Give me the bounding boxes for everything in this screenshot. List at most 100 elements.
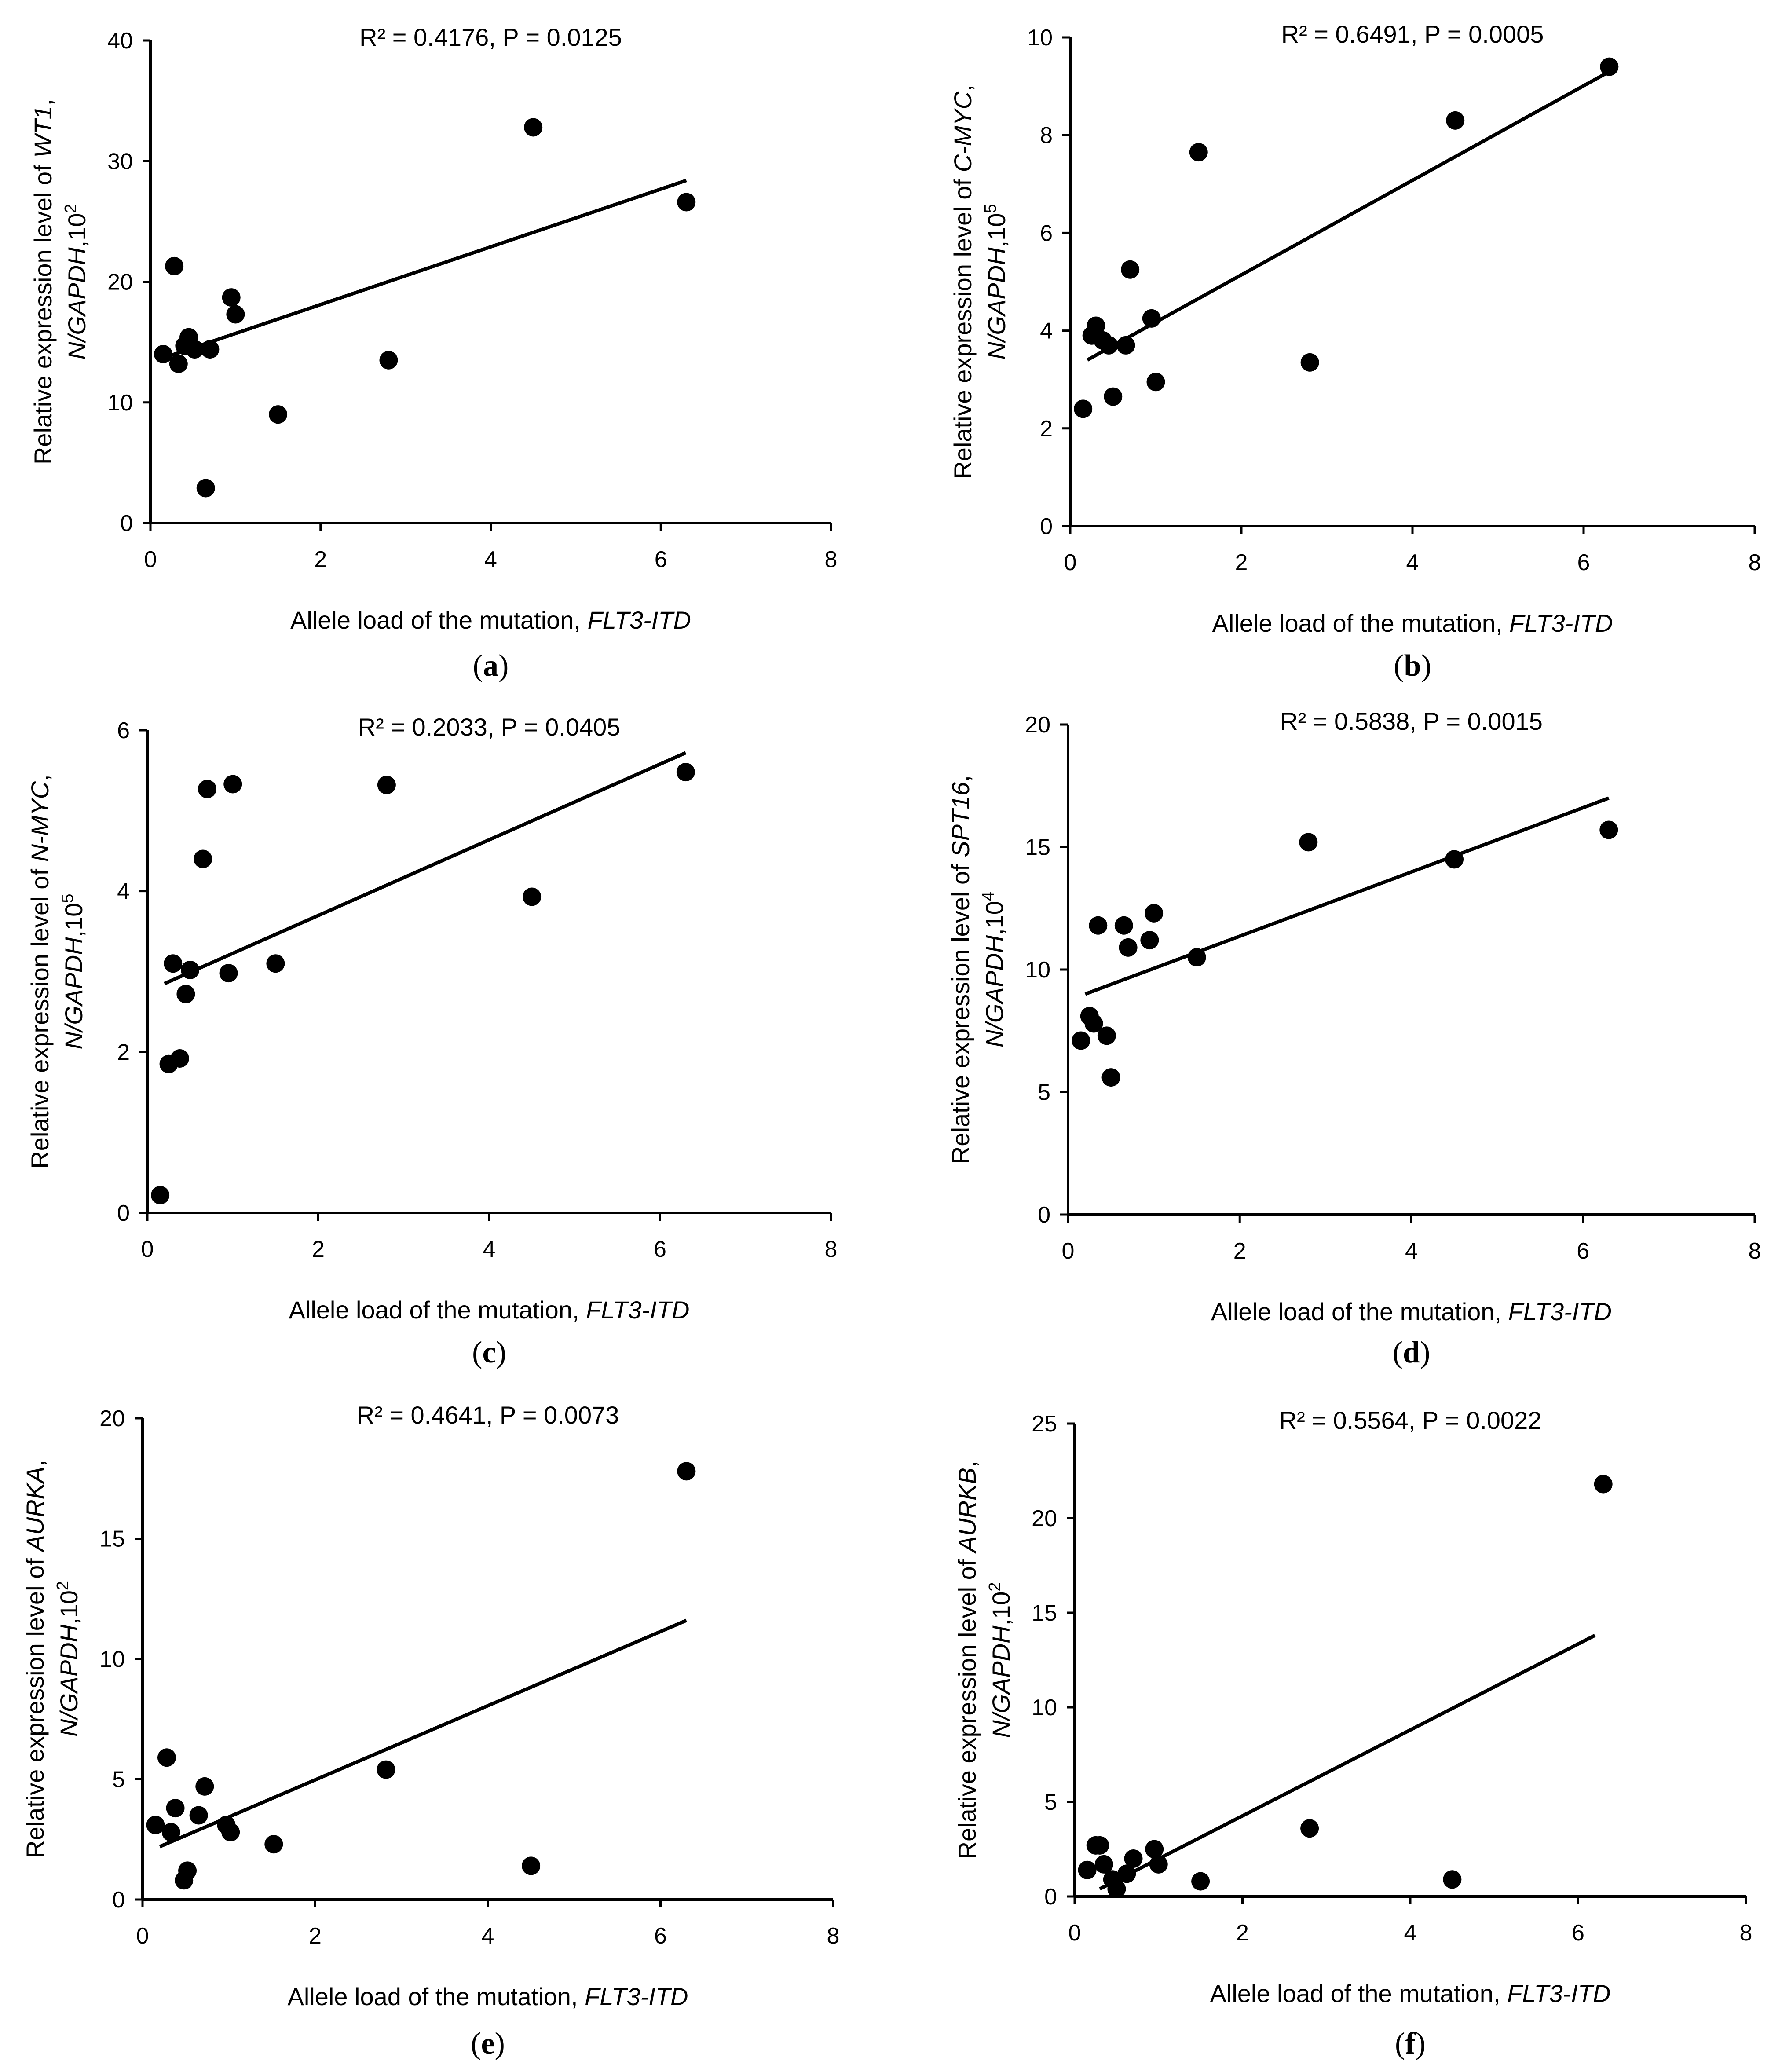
x-tick-label: 6 [1572,1920,1584,1946]
chart-panel-f: 0 2 4 6 8 0 5 10 15 20 25 R² = 0.5564, P = 0.0022 Al… [953,1406,1752,2061]
data-point [201,340,220,359]
y-tick-label: 10 [99,1647,125,1672]
data-point [1087,316,1105,335]
data-point [1099,336,1118,355]
x-tick-label: 2 [312,1237,325,1262]
y-tick-label: 20 [1032,1506,1057,1531]
y-tick-label: 20 [99,1406,125,1431]
data-point [1145,904,1164,923]
x-axis-title: Allele load of the mutation, FLT3-ITD [289,1296,690,1324]
x-tick-label: 4 [1406,550,1419,575]
y-axis-title-line2: N/GAPDH,105 [59,893,88,1049]
x-tick-label: 4 [484,547,497,572]
y-tick-label: 6 [1040,220,1053,246]
data-point [154,345,173,364]
data-point [1187,948,1206,967]
x-tick-label: 8 [1749,1238,1761,1264]
data-point [1142,309,1161,328]
data-point [151,1186,170,1204]
data-point [1189,143,1208,162]
data-point [377,776,396,794]
chart-panel-b: 0 2 4 6 8 0 2 4 6 8 10 R² = 0.6491, P = 0.0005 Allel… [949,20,1761,683]
data-point [196,479,215,498]
data-point [1107,1879,1126,1898]
trendline [1086,70,1610,362]
y-tick-label: 30 [107,149,133,174]
data-point [1104,387,1123,406]
data-point [1072,1031,1090,1050]
stat-annotation: R² = 0.4641, P = 0.0073 [357,1401,619,1429]
data-point [1149,1855,1168,1874]
data-point [523,887,542,906]
x-tick-label: 8 [825,547,838,572]
y-tick-label: 10 [1032,1695,1057,1721]
y-tick-label: 40 [107,28,133,54]
data-point [1445,850,1464,869]
data-point [157,1748,176,1767]
y-tick-label: 15 [99,1527,125,1552]
panel-caption: (b) [1394,649,1431,683]
x-tick-label: 6 [1577,550,1590,575]
data-point [1124,1849,1143,1868]
stat-annotation: R² = 0.4176, P = 0.0125 [359,23,622,51]
y-axis-title-line2: N/GAPDH,102 [62,204,91,359]
data-point [524,118,543,137]
y-axis-title-line1: Relative expression level of AURKA, [21,1460,49,1858]
y-axis-title-line1: Relative expression level of AURKB, [953,1461,981,1860]
x-tick-label: 6 [1577,1238,1589,1264]
data-point [1078,1860,1097,1879]
stat-annotation: R² = 0.2033, P = 0.0405 [358,713,621,741]
data-point [1090,1836,1109,1855]
chart-panel-a: 0 2 4 6 8 0 10 20 30 40 R² = 0.4176, P = 0.0125 All… [29,23,837,683]
data-point [170,1049,189,1068]
data-point [1114,916,1133,935]
x-tick-label: 2 [314,547,327,572]
x-tick-label: 2 [1235,550,1248,575]
data-point [1116,336,1135,355]
stat-annotation: R² = 0.5838, P = 0.0015 [1280,707,1543,735]
data-point [1117,1864,1136,1883]
y-tick-label: 0 [1038,1202,1050,1228]
data-point [522,1856,541,1875]
y-tick-label: 10 [1027,25,1053,51]
y-tick-label: 15 [1032,1600,1057,1626]
x-tick-label: 0 [1064,550,1077,575]
stat-annotation: R² = 0.5564, P = 0.0022 [1279,1406,1542,1434]
x-tick-label: 0 [136,1923,149,1949]
panel-caption: (c) [472,1336,506,1369]
trendline [1084,796,1610,996]
data-point [1119,938,1138,957]
data-point [1300,1819,1319,1838]
x-tick-label: 4 [1405,1238,1418,1264]
x-tick-label: 8 [1740,1920,1753,1946]
x-tick-label: 0 [1062,1238,1075,1264]
data-point [178,1861,197,1880]
x-tick-label: 2 [1236,1920,1249,1946]
y-axis-title-line1: Relative expression level of SPT16, [947,775,974,1164]
data-point [677,1462,696,1481]
data-point [222,288,241,307]
x-tick-label: 2 [1233,1238,1246,1264]
data-point [269,405,288,424]
x-tick-label: 6 [654,1237,666,1262]
y-tick-label: 20 [107,270,133,295]
y-tick-label: 4 [117,879,130,904]
data-point [1443,1870,1462,1889]
data-point [189,1806,208,1825]
y-tick-label: 5 [1044,1790,1057,1815]
data-point [1094,1855,1113,1874]
x-axis-title: Allele load of the mutation, FLT3-ITD [1212,609,1613,637]
data-point [676,763,695,782]
data-point [266,954,285,973]
data-point [181,960,200,979]
x-tick-label: 8 [827,1923,840,1949]
x-tick-label: 4 [1404,1920,1417,1946]
x-tick-label: 6 [654,1923,667,1949]
trendline [159,1618,687,1849]
x-tick-label: 8 [825,1237,838,1262]
data-point [379,351,398,370]
data-point [1299,833,1318,852]
trendline [167,179,687,359]
data-point [1097,1026,1116,1045]
